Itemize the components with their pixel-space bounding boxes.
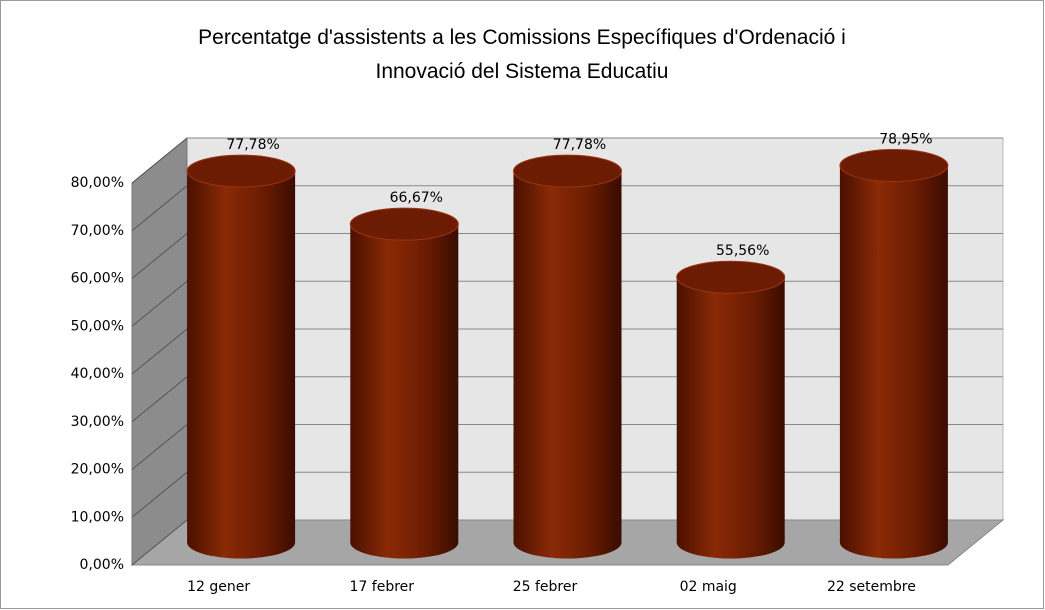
bar <box>676 261 785 559</box>
bar-top <box>513 154 622 188</box>
bar <box>350 208 459 559</box>
side-grid-line <box>131 137 188 184</box>
data-label: 77,78% <box>226 137 279 153</box>
y-tick-label: 80,00% <box>71 175 124 191</box>
y-tick-label: 70,00% <box>71 223 124 239</box>
data-label: 77,78% <box>553 137 606 153</box>
data-label: 78,95% <box>879 132 932 148</box>
side-grid-line <box>131 328 188 375</box>
y-tick-label: 60,00% <box>71 271 124 287</box>
side-grid-line <box>131 471 188 518</box>
side-grid-line <box>131 519 188 566</box>
side-grid-line <box>131 424 188 470</box>
data-label: 55,56% <box>716 243 769 259</box>
y-tick-label: 20,00% <box>71 462 124 478</box>
x-tick-label: 22 setembre <box>827 579 916 595</box>
side-grid-line <box>131 376 188 423</box>
bar-top <box>186 154 296 188</box>
bar-top <box>349 207 459 241</box>
x-tick-label: 12 gener <box>187 579 250 595</box>
y-tick-label: 10,00% <box>71 509 124 525</box>
data-label: 66,67% <box>390 190 443 206</box>
side-grid-line <box>131 280 188 327</box>
x-tick-label: 02 maig <box>680 579 737 595</box>
y-tick-label: 30,00% <box>71 414 124 430</box>
x-tick-label: 17 febrer <box>350 579 415 595</box>
bar-top <box>839 149 949 183</box>
bar <box>187 155 296 559</box>
x-tick-label: 25 febrer <box>513 579 578 595</box>
side-grid-line <box>131 185 188 232</box>
bar <box>513 155 622 559</box>
side-grid-line <box>131 233 188 279</box>
y-tick-label: 40,00% <box>71 366 124 382</box>
bar <box>839 149 948 559</box>
bar-top <box>676 260 786 294</box>
y-tick-label: 50,00% <box>71 318 124 334</box>
y-tick-label: 0,00% <box>80 557 124 573</box>
chart-title: Percentatge d'assistents a les Comission… <box>198 26 846 83</box>
